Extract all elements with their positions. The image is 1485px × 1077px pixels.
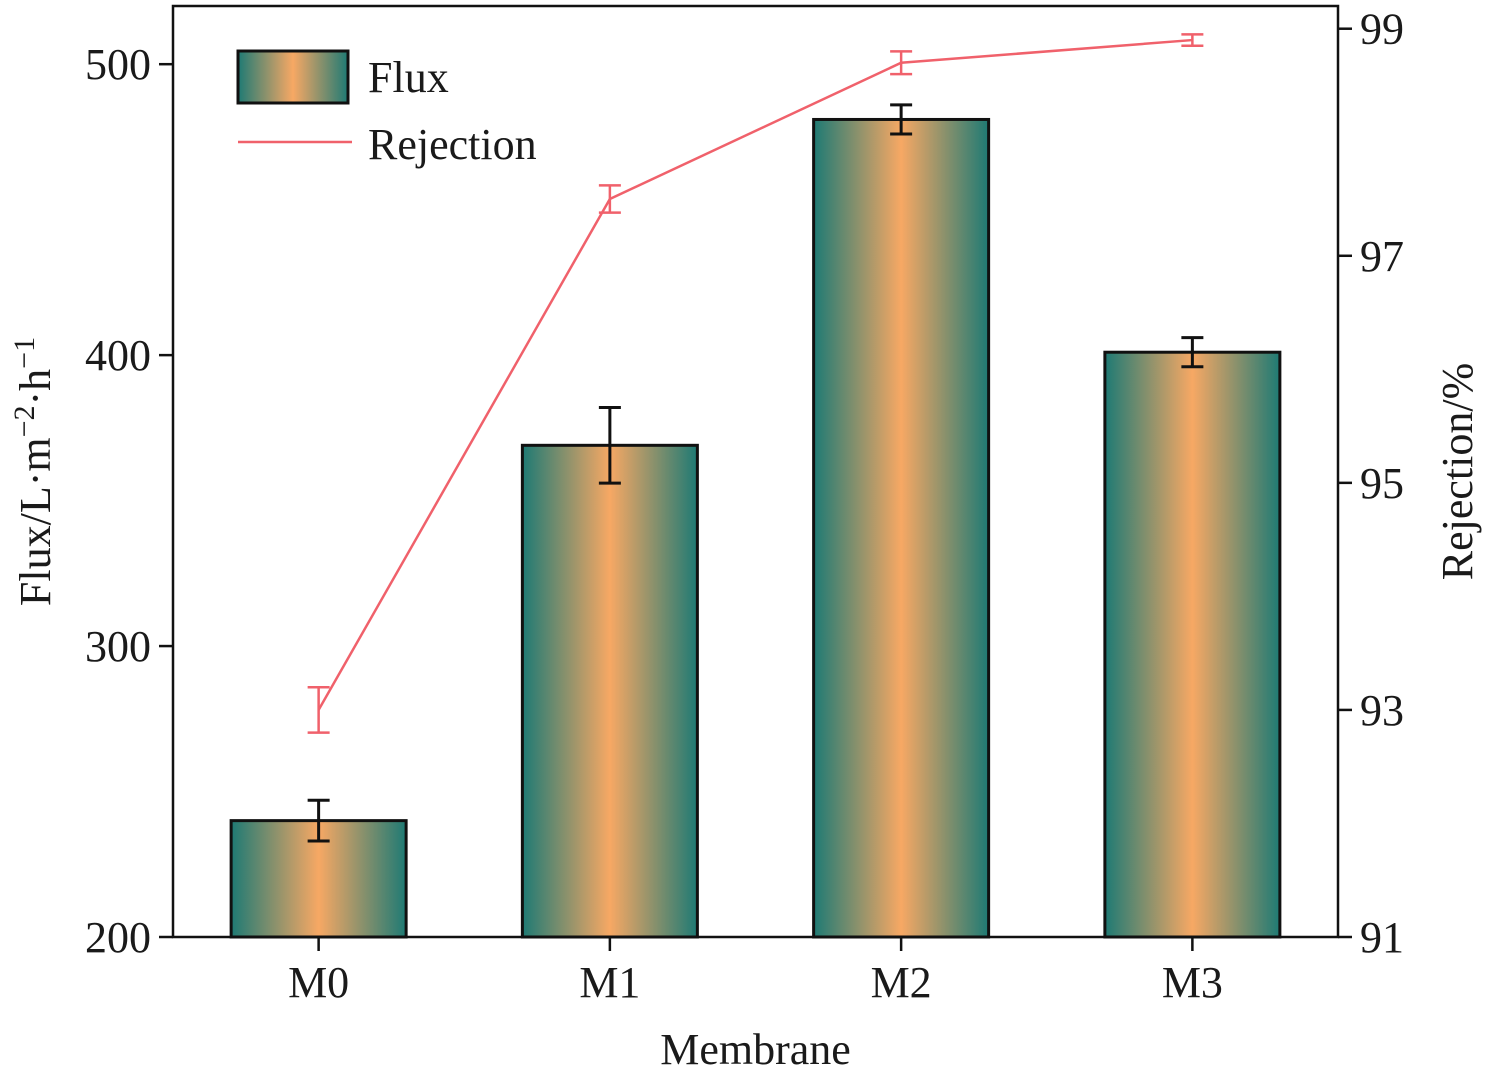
right-y-tick-label: 93 [1360, 686, 1404, 735]
legend-flux-swatch [236, 49, 350, 105]
left-y-tick-label: 200 [85, 913, 151, 962]
x-tick-label-M2: M2 [871, 958, 932, 1007]
right-y-tick-label: 95 [1360, 459, 1404, 508]
x-tick-label-M0: M0 [288, 958, 349, 1007]
right-y-tick-label: 97 [1360, 232, 1404, 281]
legend: Flux Rejection [236, 49, 537, 169]
axes-layer: 200 300 400 500 91 93 95 97 99 M0 M1 M2 M3 [85, 5, 1404, 1007]
x-tick-label-M3: M3 [1162, 958, 1223, 1007]
bars-layer [229, 103, 1282, 939]
left-y-tick-label: 300 [85, 622, 151, 671]
right-y-tick-label: 99 [1360, 5, 1404, 54]
rejection-line [317, 38, 1193, 711]
right-y-tick-label: 91 [1360, 913, 1404, 962]
left-y-tick-label: 500 [85, 40, 151, 89]
rejection-line-layer [307, 33, 1204, 734]
left-y-axis-title: Flux/L·m−2·h−1 [8, 337, 60, 606]
flux-bar-M3 [1103, 350, 1282, 939]
flux-bar-M2 [812, 117, 991, 939]
left-y-tick-label: 400 [85, 331, 151, 380]
plot-frame [171, 4, 1340, 939]
x-axis-title: Membrane [660, 1025, 851, 1072]
legend-flux-label: Flux [368, 53, 449, 102]
right-y-axis-title: Rejection/% [1433, 363, 1482, 581]
flux-bar-M1 [520, 443, 699, 939]
legend-rejection-label: Rejection [368, 120, 537, 169]
x-tick-label-M1: M1 [579, 958, 640, 1007]
